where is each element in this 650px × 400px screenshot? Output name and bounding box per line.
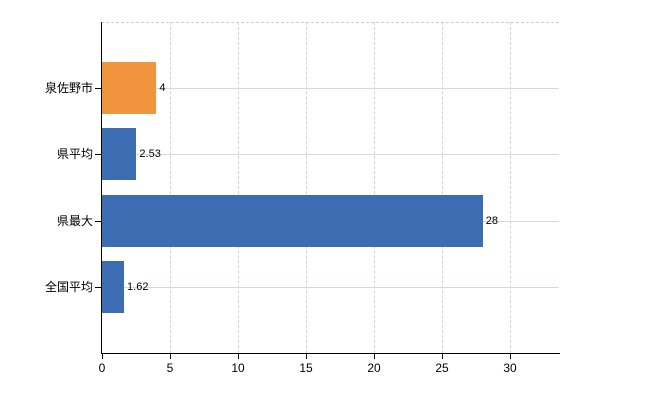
plot-top-border bbox=[101, 22, 559, 23]
gridline-vertical-15 bbox=[306, 22, 307, 353]
x-tick-label-10: 10 bbox=[231, 361, 245, 375]
y-tick-2 bbox=[95, 220, 101, 222]
x-tick-15 bbox=[306, 354, 307, 359]
bar-0 bbox=[102, 62, 157, 115]
x-tick-10 bbox=[238, 354, 239, 359]
x-axis-line bbox=[101, 353, 560, 354]
bar-2 bbox=[102, 194, 483, 247]
bar-value-label-3: 1.62 bbox=[127, 280, 149, 293]
category-label-3: 全国平均 bbox=[44, 279, 93, 294]
x-tick-label-25: 25 bbox=[435, 361, 449, 375]
category-label-1: 県平均 bbox=[56, 147, 93, 162]
x-tick-label-0: 0 bbox=[98, 361, 106, 375]
bar-value-label-2: 28 bbox=[485, 214, 499, 227]
bar-value-label-1: 2.53 bbox=[139, 148, 161, 161]
y-tick-0 bbox=[95, 88, 101, 90]
x-tick-20 bbox=[374, 354, 375, 359]
bar-value-label-0: 4 bbox=[159, 82, 166, 95]
gridline-vertical-10 bbox=[238, 22, 239, 353]
x-tick-0 bbox=[102, 354, 103, 359]
x-tick-30 bbox=[510, 354, 511, 359]
y-tick-1 bbox=[95, 154, 101, 156]
x-tick-label-15: 15 bbox=[299, 361, 313, 375]
bar-3 bbox=[102, 260, 125, 313]
gridline-vertical-25 bbox=[442, 22, 443, 353]
gridline-vertical-5 bbox=[170, 22, 171, 353]
gridline-horizontal-3 bbox=[102, 286, 559, 288]
x-tick-label-5: 5 bbox=[166, 361, 174, 375]
y-tick-3 bbox=[95, 286, 101, 288]
gridline-vertical-30 bbox=[510, 22, 511, 353]
bar-1 bbox=[102, 128, 137, 181]
gridline-vertical-20 bbox=[374, 22, 375, 353]
x-tick-25 bbox=[442, 354, 443, 359]
x-tick-5 bbox=[170, 354, 171, 359]
gridline-horizontal-0 bbox=[102, 88, 559, 90]
category-label-2: 県最大 bbox=[56, 213, 93, 228]
gridline-horizontal-1 bbox=[102, 154, 559, 156]
x-tick-label-20: 20 bbox=[367, 361, 381, 375]
x-tick-label-30: 30 bbox=[503, 361, 517, 375]
y-axis-line bbox=[101, 22, 102, 354]
category-label-0: 泉佐野市 bbox=[44, 81, 93, 96]
